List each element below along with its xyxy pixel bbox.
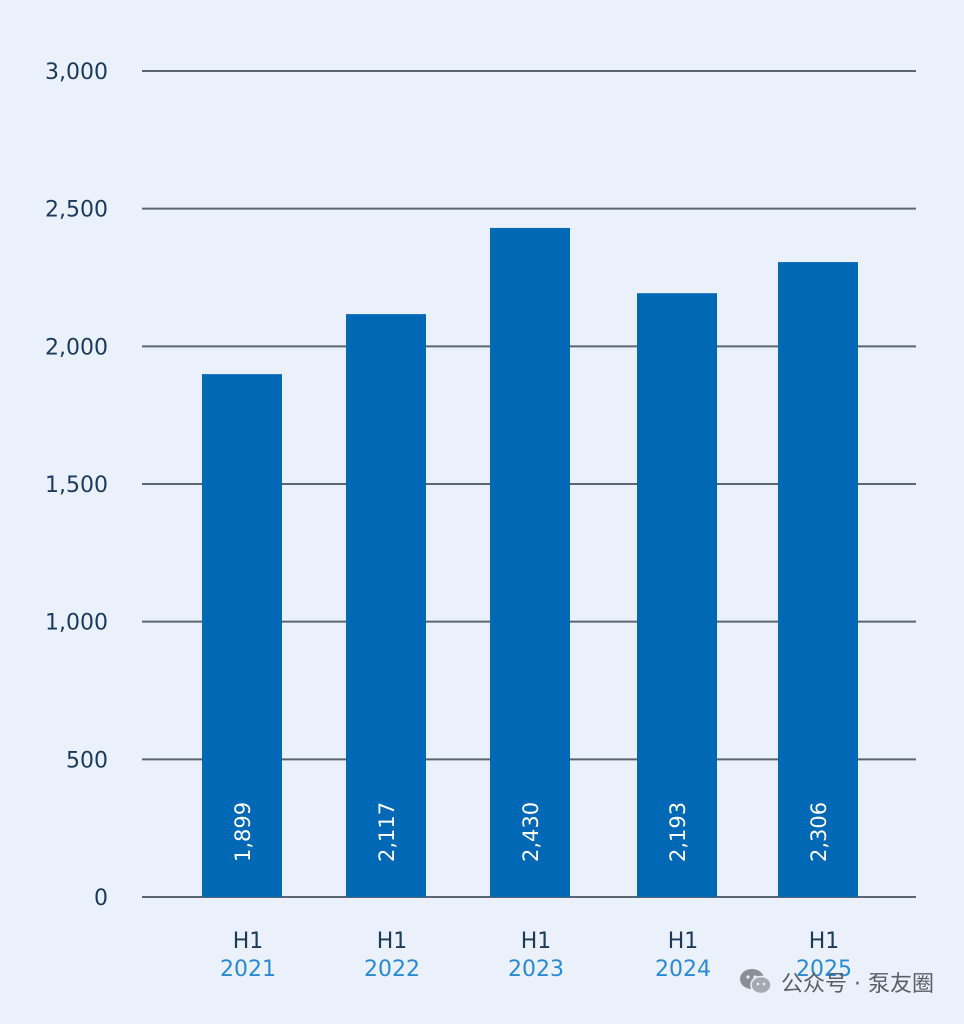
bar [490, 227, 570, 897]
x-category-label-bottom: 2022 [364, 957, 420, 982]
y-tick-label: 1,000 [45, 611, 108, 636]
bar-value-label: 2,193 [666, 802, 690, 862]
y-tick-label: 2,000 [45, 335, 108, 360]
x-category-label-bottom: 2021 [220, 957, 276, 982]
bar [778, 262, 858, 898]
bar-value-label: 1,899 [231, 802, 255, 862]
x-category-label-top: H1 [668, 929, 699, 954]
bar [202, 374, 282, 898]
x-category-label-top: H1 [521, 929, 552, 954]
wechat-icon [740, 969, 772, 995]
bars: 1,899 2,117 2,430 2,193 2,306 [202, 227, 858, 898]
x-category-label-bottom: 2025 [796, 957, 852, 982]
bar-value-label: 2,117 [375, 802, 399, 862]
y-tick-label: 2,500 [45, 198, 108, 223]
bar [346, 314, 426, 897]
bar-value-label: 2,306 [807, 802, 831, 862]
watermark: 公众号 · 泵友圈 [739, 966, 934, 998]
x-axis-category-labels: H1 2021 H1 2022 H1 2023 H1 2024 H1 2025 [220, 929, 852, 982]
y-tick-label: 3,000 [45, 60, 108, 85]
bar [637, 293, 717, 898]
x-category-label-bottom: 2024 [655, 957, 711, 982]
watermark-text: 公众号 · 泵友圈 [781, 972, 934, 997]
y-axis-tick-labels: 0 500 1,000 1,500 2,000 2,500 3,000 [45, 60, 108, 911]
x-category-label-top: H1 [233, 929, 264, 954]
x-category-label-bottom: 2023 [508, 957, 564, 982]
x-category-label-top: H1 [809, 929, 840, 954]
y-tick-label: 500 [66, 748, 108, 773]
x-category-label-top: H1 [377, 929, 408, 954]
y-tick-label: 1,500 [45, 473, 108, 498]
y-tick-label: 0 [94, 886, 108, 911]
bar-value-label: 2,430 [519, 802, 543, 862]
